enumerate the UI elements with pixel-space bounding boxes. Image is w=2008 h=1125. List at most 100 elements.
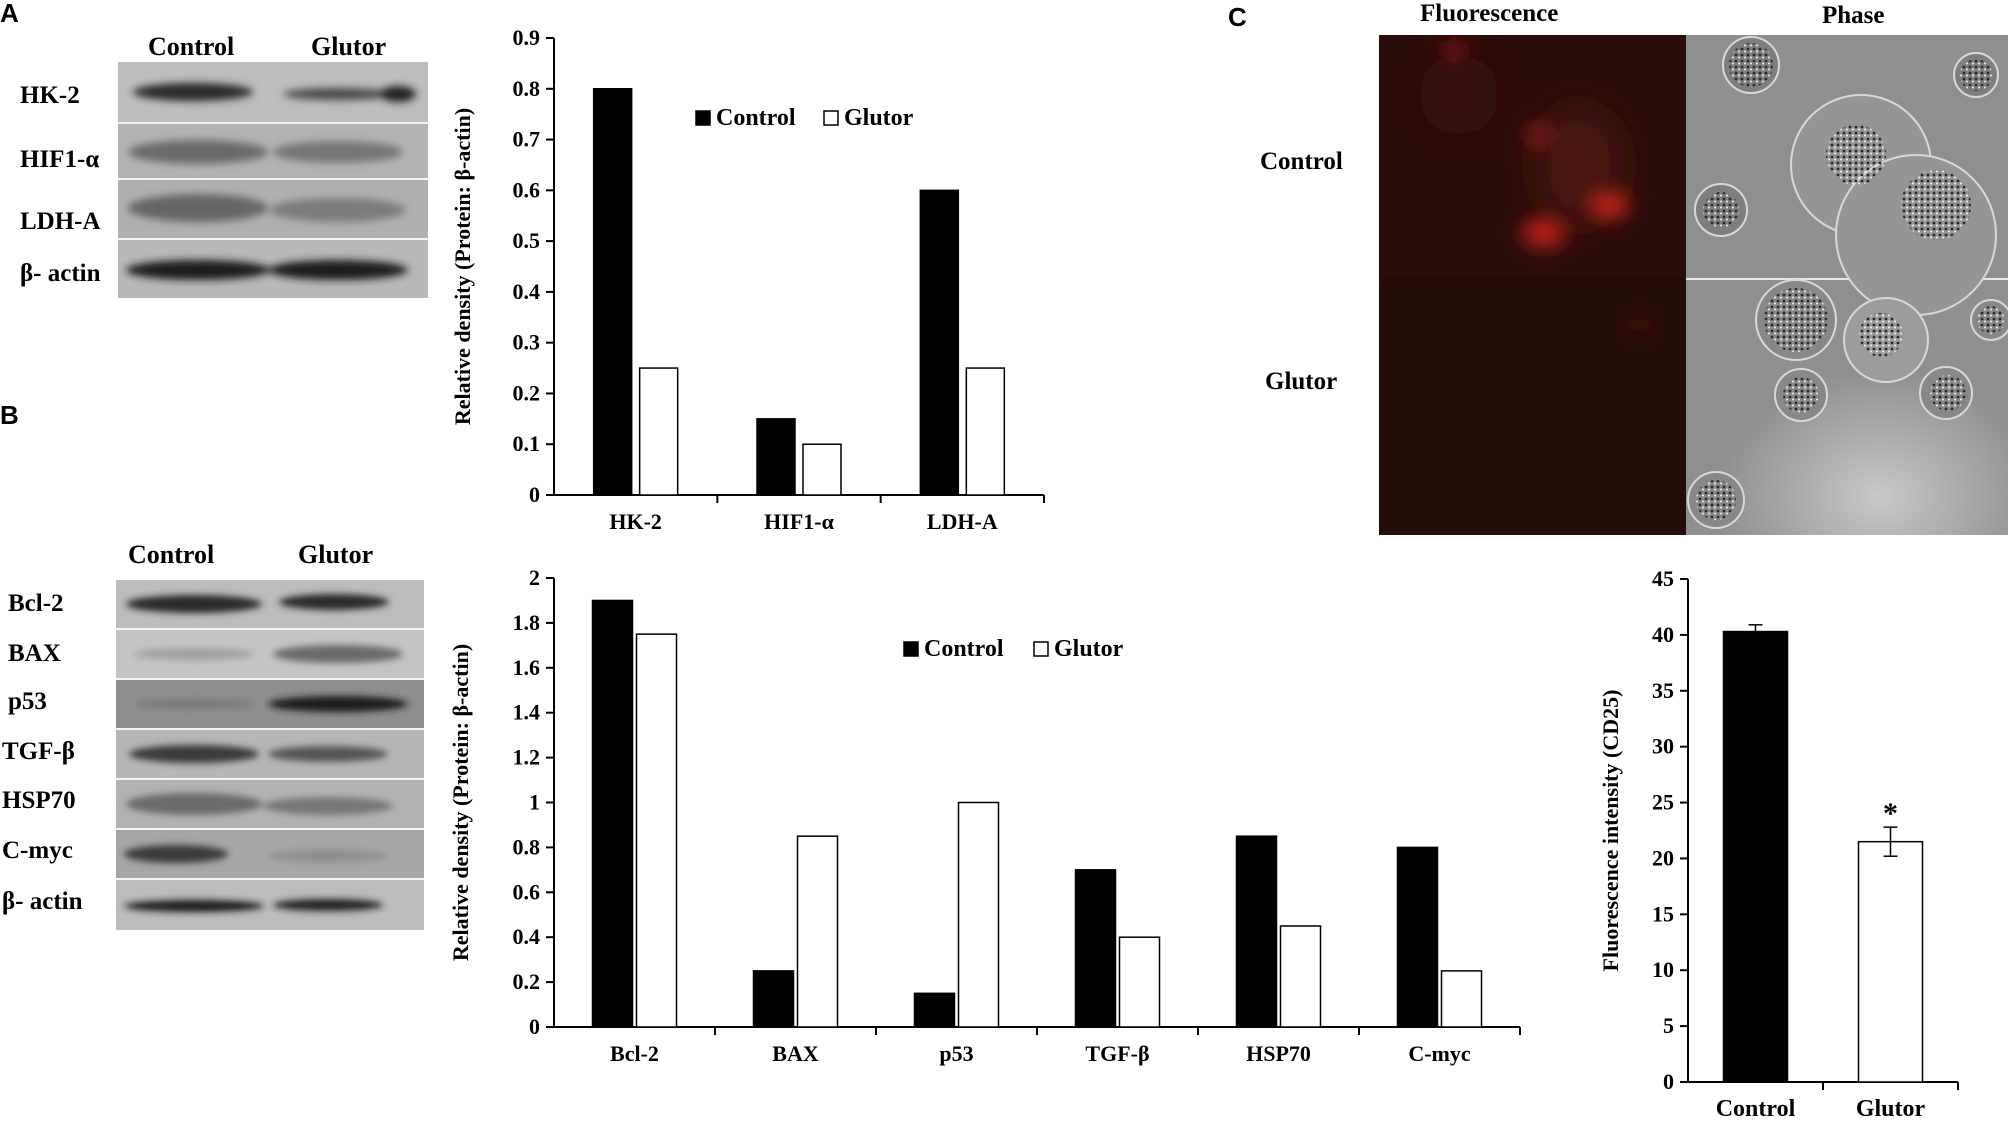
y-tick-label: 45 bbox=[1652, 566, 1674, 591]
bar-control bbox=[1235, 835, 1278, 1028]
x-tick-label: HIF1-α bbox=[764, 509, 834, 534]
blot-a-column-glutor: Glutor bbox=[311, 32, 387, 61]
y-tick-label: 2 bbox=[529, 565, 540, 590]
bar-glutor bbox=[1440, 970, 1483, 1028]
y-tick-label: 1.8 bbox=[513, 610, 541, 635]
y-tick-label: 1.4 bbox=[513, 700, 541, 725]
bar-glutor bbox=[802, 443, 842, 496]
bar-control bbox=[1396, 846, 1439, 1028]
legend-label-control: Control bbox=[924, 636, 1004, 662]
x-tick-label: Bcl-2 bbox=[610, 1041, 659, 1066]
x-tick-label: HK-2 bbox=[609, 509, 662, 534]
y-tick-label: 1 bbox=[529, 790, 540, 815]
bar-control bbox=[756, 418, 796, 496]
blot-b-row-bcl2: Bcl-2 bbox=[8, 590, 64, 617]
y-tick-label: 10 bbox=[1652, 957, 1674, 982]
x-tick-label: BAX bbox=[772, 1041, 819, 1066]
bar-glutor bbox=[965, 367, 1006, 496]
y-tick-label: 0 bbox=[529, 1014, 540, 1039]
bar-glutor bbox=[1279, 925, 1322, 1028]
blot-a-row-hif1a: HIF1-α bbox=[20, 146, 100, 173]
bar-glutor bbox=[1857, 840, 1924, 1083]
bar-control bbox=[1722, 630, 1789, 1083]
western-blot-a: Control Glutor HK-2 HIF1-α LDH-A β- acti… bbox=[0, 0, 440, 300]
bar-glutor bbox=[638, 367, 679, 496]
x-tick-label: TGF-β bbox=[1085, 1041, 1149, 1066]
y-axis-label: Relative density (Protein: β-actin) bbox=[448, 644, 473, 961]
y-tick-label: 0 bbox=[1663, 1069, 1674, 1094]
y-tick-label: 0.9 bbox=[513, 25, 541, 50]
phase-contrast-micrograph bbox=[1686, 35, 2008, 535]
bar-glutor bbox=[796, 835, 839, 1028]
legend-swatch-glutor bbox=[1033, 641, 1049, 657]
blot-b-column-control: Control bbox=[128, 540, 215, 569]
y-tick-label: 30 bbox=[1652, 734, 1674, 759]
legend-swatch-glutor bbox=[823, 110, 839, 126]
western-blot-b: Control Glutor Bcl-2 BAX p53 TGF-β HSP70… bbox=[0, 540, 440, 930]
micrograph-row-glutor: Glutor bbox=[1265, 368, 1338, 395]
y-tick-label: 0.6 bbox=[513, 177, 541, 202]
x-tick-label: LDH-A bbox=[927, 509, 998, 534]
x-tick-label: Glutor bbox=[1856, 1096, 1926, 1122]
blot-a-row-bactin: β- actin bbox=[20, 260, 101, 287]
bar-control bbox=[591, 599, 634, 1028]
y-tick-label: 0.1 bbox=[513, 431, 541, 456]
chart-b: 0 0.2 0.4 0.6 0.8 1 1.2 1.4 1.6 1.8 2 Relative dens… bbox=[448, 565, 1521, 1066]
y-tick-label: 0.6 bbox=[513, 879, 541, 904]
y-tick-label: 0.4 bbox=[513, 279, 541, 304]
chart-a: 0 0.1 0.2 0.3 0.4 0.5 0.6 0.7 0.8 0.9 Relative den… bbox=[450, 25, 1045, 534]
y-tick-label: 0.2 bbox=[513, 380, 541, 405]
bar-control bbox=[1074, 869, 1117, 1028]
y-tick-label: 1.2 bbox=[513, 745, 541, 770]
y-tick-label: 0.5 bbox=[513, 228, 541, 253]
significance-asterisk: * bbox=[1883, 797, 1898, 830]
y-tick-label: 0.2 bbox=[513, 969, 541, 994]
y-tick-label: 0.8 bbox=[513, 76, 541, 101]
micrograph-column-phase: Phase bbox=[1822, 2, 1885, 29]
legend-swatch-control bbox=[903, 641, 919, 657]
y-axis-label: Fluorescence intensity (CD25) bbox=[1598, 690, 1623, 972]
legend-label-glutor: Glutor bbox=[844, 105, 914, 131]
bar-glutor bbox=[1118, 936, 1161, 1028]
blot-a-image bbox=[118, 62, 428, 298]
blot-b-row-p53: p53 bbox=[8, 688, 47, 715]
bar-glutor bbox=[957, 801, 1000, 1028]
x-tick-label: Control bbox=[1716, 1096, 1796, 1122]
bar-control bbox=[919, 189, 960, 496]
legend-label-control: Control bbox=[716, 105, 796, 131]
blot-b-column-glutor: Glutor bbox=[298, 540, 374, 569]
blot-b-row-hsp70: HSP70 bbox=[2, 787, 76, 814]
blot-a-row-ldha: LDH-A bbox=[20, 208, 101, 235]
blot-b-row-tgfb: TGF-β bbox=[2, 738, 75, 765]
bar-glutor bbox=[635, 633, 678, 1028]
y-tick-label: 0.4 bbox=[513, 924, 541, 949]
y-tick-label: 0 bbox=[529, 482, 540, 507]
y-tick-label: 5 bbox=[1663, 1013, 1674, 1038]
y-tick-label: 35 bbox=[1652, 678, 1674, 703]
blot-b-row-bactin: β- actin bbox=[2, 888, 83, 915]
panel-label-b: B bbox=[0, 400, 19, 430]
y-tick-label: 40 bbox=[1652, 622, 1674, 647]
x-tick-label: p53 bbox=[939, 1041, 973, 1066]
blot-a-column-control: Control bbox=[148, 32, 235, 61]
blot-b-image bbox=[116, 580, 424, 930]
blot-b-row-cmyc: C-myc bbox=[2, 837, 73, 864]
micrograph-column-fluorescence: Fluorescence bbox=[1420, 0, 1559, 27]
x-tick-label: HSP70 bbox=[1246, 1041, 1311, 1066]
y-tick-label: 0.7 bbox=[513, 127, 541, 152]
bar-control bbox=[913, 992, 956, 1028]
y-tick-label: 15 bbox=[1652, 901, 1674, 926]
y-tick-label: 20 bbox=[1652, 845, 1674, 870]
blot-a-row-hk2: HK-2 bbox=[20, 82, 80, 109]
micrograph-row-control: Control bbox=[1260, 148, 1343, 175]
chart-c: 0 5 10 15 20 25 30 35 40 45 Fluorescence intensity… bbox=[1598, 566, 1959, 1122]
blot-b-row-bax: BAX bbox=[8, 640, 61, 667]
y-tick-label: 1.6 bbox=[513, 655, 541, 680]
x-tick-label: C-myc bbox=[1408, 1041, 1471, 1066]
y-axis-label: Relative density (Protein: β-actin) bbox=[450, 108, 475, 425]
y-tick-label: 0.3 bbox=[513, 330, 541, 355]
bar-control bbox=[592, 88, 633, 496]
panel-label-a: A bbox=[0, 0, 19, 28]
panel-label-c: C bbox=[1228, 2, 1247, 32]
y-tick-label: 0.8 bbox=[513, 834, 541, 859]
